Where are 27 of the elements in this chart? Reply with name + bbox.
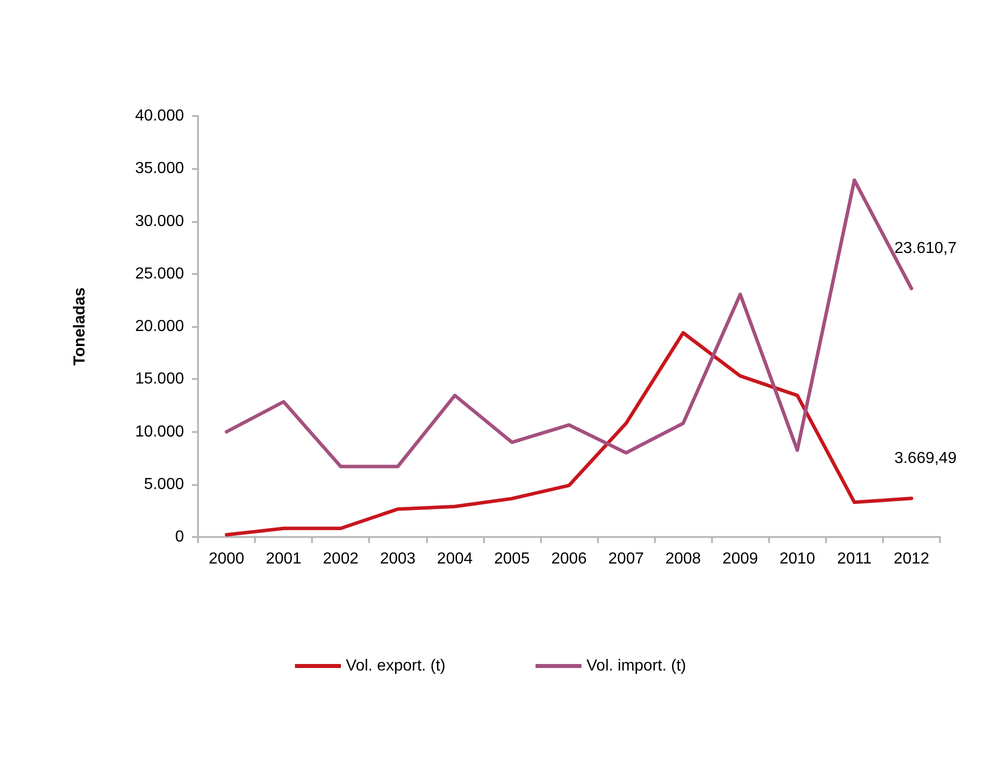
x-tick-label: 2008 — [665, 550, 702, 568]
legend-label: Vol. import. (t) — [586, 658, 686, 674]
data-label: 3.669,49 — [894, 450, 957, 467]
y-tick-label: 20.000 — [135, 318, 184, 335]
legend-label: Vol. export. (t) — [346, 658, 446, 674]
x-tick-label: 2000 — [208, 550, 244, 568]
y-tick-label: 10.000 — [135, 423, 184, 440]
y-tick-label: 5.000 — [144, 476, 184, 493]
y-axis-title: Toneladas — [72, 287, 88, 366]
x-tick-label: 2007 — [608, 550, 644, 568]
y-tick-label: 0 — [175, 528, 184, 546]
x-tick-label: 2001 — [266, 550, 302, 568]
x-tick-label: 2004 — [437, 550, 473, 568]
x-tick-label: 2005 — [494, 550, 530, 568]
x-tick-label: 2011 — [837, 550, 872, 568]
x-tick-label: 2009 — [722, 550, 758, 568]
x-tick-label: 2003 — [380, 550, 416, 568]
x-tick-label: 2012 — [894, 550, 930, 568]
x-tick-label: 2010 — [780, 550, 816, 568]
y-tick-label: 30.000 — [135, 212, 184, 230]
x-tick-label: 2006 — [551, 550, 587, 568]
y-tick-label: 40.000 — [135, 108, 184, 124]
y-tick-label: 35.000 — [135, 160, 184, 178]
x-tick-label: 2002 — [322, 550, 359, 568]
data-label: 23.610,7 — [894, 240, 957, 257]
y-tick-label: 15.000 — [135, 370, 184, 388]
y-tick-label: 25.000 — [135, 265, 184, 282]
